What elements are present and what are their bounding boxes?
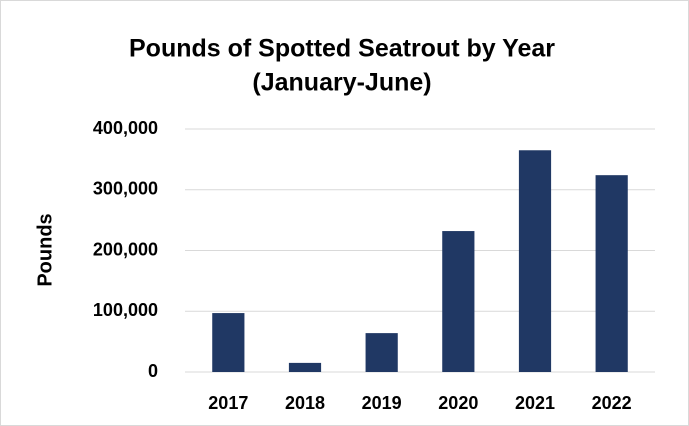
y-axis-label: Pounds <box>34 213 56 286</box>
y-tick-label: 400,000 <box>93 118 158 138</box>
chart-title: Pounds of Spotted Seatrout by Year <box>129 35 555 63</box>
y-tick-label: 300,000 <box>93 179 158 199</box>
y-tick-label: 200,000 <box>93 239 158 259</box>
bar <box>595 175 628 372</box>
bar <box>288 362 322 372</box>
y-tick-label: 100,000 <box>93 300 158 320</box>
bar <box>518 150 552 372</box>
x-tick-label: 2022 <box>592 393 632 413</box>
bar <box>365 333 398 372</box>
x-tick-label: 2019 <box>362 393 402 413</box>
bar <box>442 231 475 372</box>
bar <box>212 313 245 372</box>
y-tick-label: 0 <box>148 361 158 381</box>
x-tick-label: 2020 <box>438 393 478 413</box>
x-tick-label: 2018 <box>285 393 325 413</box>
x-tick-label: 2021 <box>515 393 555 413</box>
chart-subtitle: (January-June) <box>252 69 431 97</box>
x-tick-label: 2017 <box>208 393 248 413</box>
